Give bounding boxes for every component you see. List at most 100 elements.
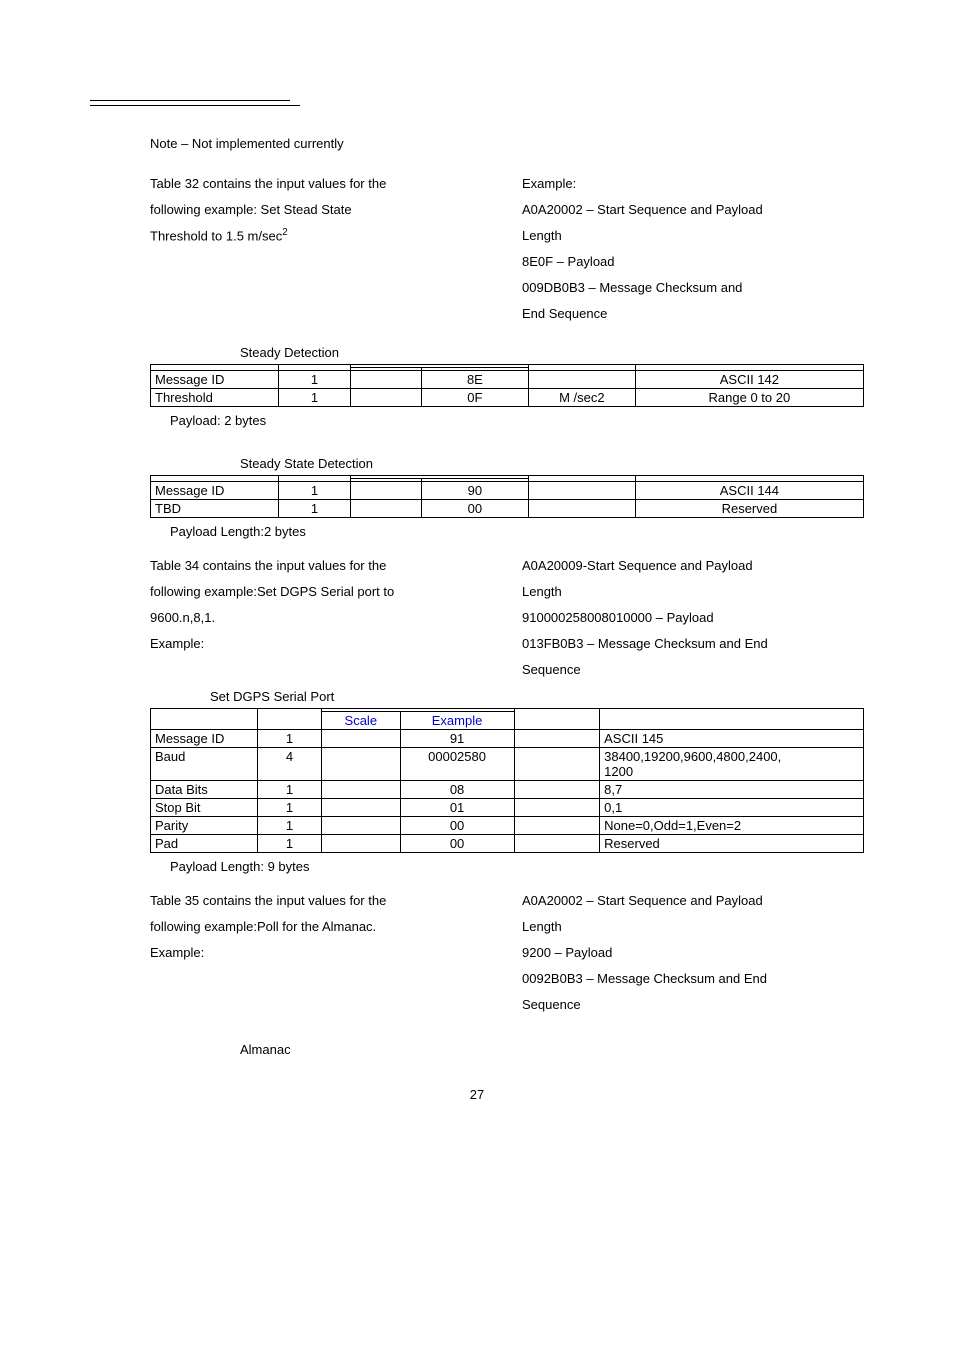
cell-name: Parity (151, 817, 258, 835)
intro-34-left-l1: Table 34 contains the input values for t… (150, 558, 386, 573)
cell-name: Message ID (151, 482, 279, 500)
cell-scale (322, 748, 400, 781)
cell-scale (350, 389, 421, 407)
cell-desc: Reserved (635, 500, 863, 518)
table-row: Message ID 1 8E ASCII 142 (151, 371, 864, 389)
cell-bytes: 1 (257, 799, 321, 817)
cell-example: 00 (421, 500, 528, 518)
intro-34-right: A0A20009-Start Sequence and Payload Leng… (522, 553, 864, 683)
cell-scale (322, 781, 400, 799)
intro-32-right-l3: Length (522, 228, 562, 243)
intro-35-right-l5: Sequence (522, 997, 581, 1012)
intro-34-right-l4: 013FB0B3 – Message Checksum and End (522, 636, 768, 651)
table-34-payload: Payload Length: 9 bytes (170, 859, 864, 874)
table-row: Baud 4 00002580 38400,19200,9600,4800,24… (151, 748, 864, 781)
cell-scale (322, 817, 400, 835)
table-32-caption: Steady Detection (240, 345, 864, 360)
cell-name: TBD (151, 500, 279, 518)
table-row: Threshold 1 0F M /sec2 Range 0 to 20 (151, 389, 864, 407)
cell-units (514, 835, 600, 853)
table-34-h-desc (600, 709, 864, 730)
table-row: Parity 1 00 None=0,Odd=1,Even=2 (151, 817, 864, 835)
cell-units (528, 482, 635, 500)
cell-desc: Reserved (600, 835, 864, 853)
cell-desc: 0,1 (600, 799, 864, 817)
page-number: 27 (90, 1087, 864, 1102)
intro-34-left-l2: following example:Set DGPS Serial port t… (150, 584, 394, 599)
intro-32-left-l3: Threshold to 1.5 m/sec (150, 228, 282, 243)
cell-example: 08 (400, 781, 514, 799)
intro-32-right-l5: 009DB0B3 – Message Checksum and (522, 280, 742, 295)
cell-scale (350, 500, 421, 518)
table-34-h-example: Example (400, 712, 514, 730)
cell-desc: ASCII 144 (635, 482, 863, 500)
cell-name: Data Bits (151, 781, 258, 799)
note-not-implemented: Note – Not implemented currently (150, 136, 864, 151)
squared-superscript: 2 (282, 227, 287, 238)
cell-name: Pad (151, 835, 258, 853)
cell-desc: ASCII 142 (635, 371, 863, 389)
cell-name: Threshold (151, 389, 279, 407)
table-row: Message ID 1 90 ASCII 144 (151, 482, 864, 500)
intro-34-right-l2: Length (522, 584, 562, 599)
table-32: Message ID 1 8E ASCII 142 Threshold 1 0F… (150, 364, 864, 407)
table-row: Data Bits 1 08 8,7 (151, 781, 864, 799)
intro-34-right-l5: Sequence (522, 662, 581, 677)
intro-35-right-l1: A0A20002 – Start Sequence and Payload (522, 893, 763, 908)
intro-32-right: Example: A0A20002 – Start Sequence and P… (522, 171, 864, 327)
cell-bytes: 1 (257, 730, 321, 748)
cell-units (514, 781, 600, 799)
cell-example: 00 (400, 817, 514, 835)
intro-34-left-l3: 9600.n,8,1. (150, 610, 215, 625)
intro-32-right-l2: A0A20002 – Start Sequence and Payload (522, 202, 763, 217)
intro-34-left: Table 34 contains the input values for t… (150, 553, 492, 683)
cell-bytes: 1 (257, 817, 321, 835)
cell-example: 01 (400, 799, 514, 817)
cell-example: 00 (400, 835, 514, 853)
cell-units (528, 371, 635, 389)
intro-34-right-l1: A0A20009-Start Sequence and Payload (522, 558, 753, 573)
intro-32-right-l1: Example: (522, 176, 576, 191)
intro-35-left-l1: Table 35 contains the input values for t… (150, 893, 386, 908)
cell-example: 00002580 (400, 748, 514, 781)
table-33: Message ID 1 90 ASCII 144 TBD 1 00 Reser… (150, 475, 864, 518)
table-34-caption: Set DGPS Serial Port (210, 689, 864, 704)
cell-scale (322, 835, 400, 853)
table-34-h-scale: Scale (322, 712, 400, 730)
cell-units (514, 817, 600, 835)
table-row: Message ID 1 91 ASCII 145 (151, 730, 864, 748)
cell-bytes: 1 (279, 389, 350, 407)
cell-name: Stop Bit (151, 799, 258, 817)
table-row: TBD 1 00 Reserved (151, 500, 864, 518)
cell-example: 0F (421, 389, 528, 407)
cell-name: Message ID (151, 371, 279, 389)
table-34-h-name (151, 709, 258, 730)
table-row: Stop Bit 1 01 0,1 (151, 799, 864, 817)
cell-scale (322, 799, 400, 817)
cell-example: 8E (421, 371, 528, 389)
cell-name: Message ID (151, 730, 258, 748)
cell-bytes: 1 (279, 482, 350, 500)
cell-desc: 8,7 (600, 781, 864, 799)
cell-scale (322, 730, 400, 748)
cell-desc: ASCII 145 (600, 730, 864, 748)
cell-name: Baud (151, 748, 258, 781)
table-35-caption: Almanac (240, 1042, 864, 1057)
intro-35-right-l3: 9200 – Payload (522, 945, 612, 960)
intro-32-right-l4: 8E0F – Payload (522, 254, 615, 269)
intro-34-left-l4: Example: (150, 636, 204, 651)
cell-units (514, 730, 600, 748)
cell-desc: Range 0 to 20 (635, 389, 863, 407)
cell-units (528, 500, 635, 518)
table-32-payload: Payload: 2 bytes (170, 413, 864, 428)
table-34-h-bytes (257, 709, 321, 730)
table-33-payload: Payload Length:2 bytes (170, 524, 864, 539)
intro-35-left: Table 35 contains the input values for t… (150, 888, 492, 1018)
table-33-caption: Steady State Detection (240, 456, 864, 471)
intro-35-left-l3: Example: (150, 945, 204, 960)
intro-35-right-l2: Length (522, 919, 562, 934)
cell-scale (350, 371, 421, 389)
intro-34-right-l3: 910000258008010000 – Payload (522, 610, 714, 625)
cell-bytes: 1 (279, 371, 350, 389)
intro-35-left-l2: following example:Poll for the Almanac. (150, 919, 376, 934)
